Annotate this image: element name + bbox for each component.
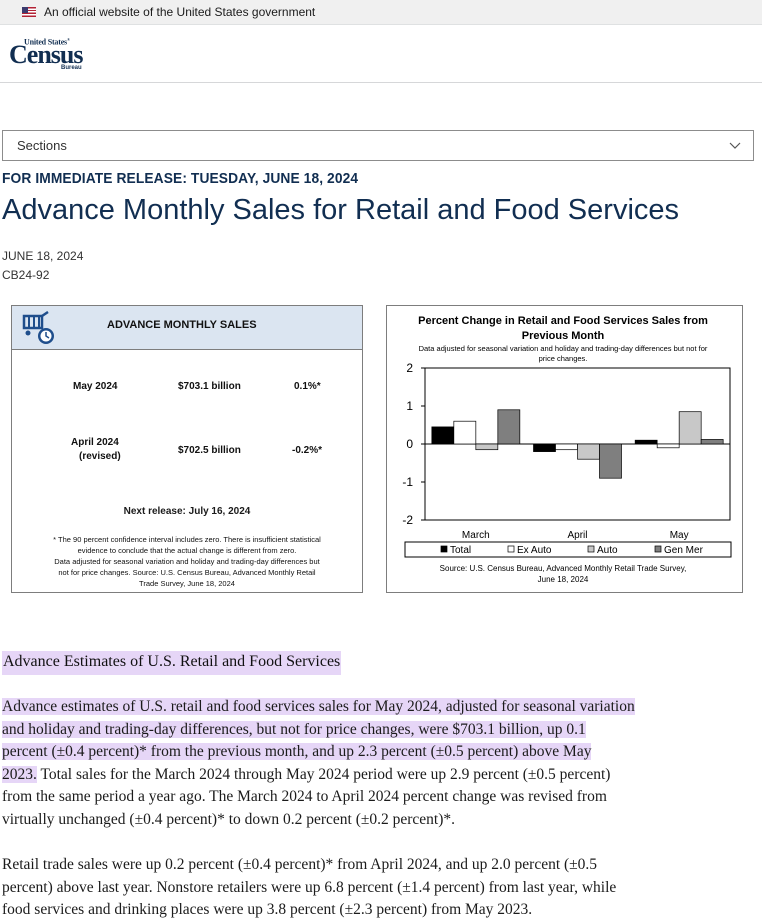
bar-total xyxy=(431,426,455,445)
para1-line: virtually unchanged (±0.4 percent)* to d… xyxy=(2,810,456,828)
logo-top-text: United States xyxy=(24,37,67,47)
bar-auto xyxy=(577,443,600,460)
y-tick-label: 1 xyxy=(406,399,413,413)
gov-banner-text: An official website of the United States… xyxy=(44,5,316,19)
para1-line: from the same period a year ago. The Mar… xyxy=(2,788,607,805)
header: United States® Census Bureau xyxy=(0,25,762,83)
chart-source: Source: U.S. Census Bureau, Advanced Mon… xyxy=(440,564,687,573)
bar-gen-mer xyxy=(700,439,724,445)
row2-change: -0.2%* xyxy=(292,445,323,456)
chart-source: June 18, 2024 xyxy=(538,575,589,584)
section-heading: Advance Estimates of U.S. Retail and Foo… xyxy=(2,651,342,675)
legend-label: Total xyxy=(450,545,471,556)
release-number: CB24-92 xyxy=(2,268,50,282)
row2-amount: $702.5 billion xyxy=(178,445,241,456)
sales-table-note: * The 90 percent confidence interval inc… xyxy=(20,534,354,589)
shopping-cart-clock-icon xyxy=(22,311,54,344)
bar-ex-auto xyxy=(656,443,680,449)
row1-period: May 2024 xyxy=(73,381,118,392)
note-line: * The 90 percent confidence interval inc… xyxy=(53,535,321,544)
census-logo[interactable]: United States® Census Bureau xyxy=(9,37,89,73)
x-tick-label: May xyxy=(670,530,689,541)
sections-label: Sections xyxy=(17,138,67,153)
para1-line: and holiday and trading-day differences,… xyxy=(2,720,586,738)
legend-swatch xyxy=(507,545,515,553)
next-release: Next release: July 16, 2024 xyxy=(123,506,251,517)
y-tick-label: -2 xyxy=(402,513,413,527)
bar-ex-auto xyxy=(453,420,477,445)
x-tick-label: April xyxy=(567,530,587,541)
legend-swatch xyxy=(654,545,662,553)
bar-gen-mer xyxy=(497,409,521,445)
row1-change: 0.1%* xyxy=(294,381,321,392)
para1-line: 2023. xyxy=(2,765,37,783)
chart-title: Percent Change in Retail and Food Servic… xyxy=(418,315,708,327)
para1-line: percent (±0.4 percent)* from the previou… xyxy=(2,743,592,760)
bar-total xyxy=(533,443,556,452)
percent-change-chart: Percent Change in Retail and Food Servic… xyxy=(386,305,743,593)
x-tick-label: March xyxy=(462,530,490,541)
paragraph-2: Retail trade sales were up 0.2 percent (… xyxy=(2,854,757,922)
bar-auto xyxy=(475,443,499,451)
legend-label: Ex Auto xyxy=(517,545,552,556)
sections-dropdown[interactable]: Sections xyxy=(2,130,754,161)
row2-period-note: (revised) xyxy=(79,451,121,462)
paragraph-1: Advance estimates of U.S. retail and foo… xyxy=(2,696,757,831)
row1-amount: $703.1 billion xyxy=(178,381,241,392)
bar-total xyxy=(634,439,658,445)
logo-bottom-text: Bureau xyxy=(61,65,82,71)
row2-period: April 2024 xyxy=(71,437,119,448)
release-line: FOR IMMEDIATE RELEASE: TUESDAY, JUNE 18,… xyxy=(2,170,359,187)
sales-table-title: ADVANCE MONTHLY SALES xyxy=(107,319,257,331)
chart-subtitle: Data adjusted for seasonal variation and… xyxy=(419,344,708,353)
logo-main-text: Census xyxy=(9,40,83,69)
legend-box xyxy=(404,541,732,558)
us-flag-icon xyxy=(22,7,36,17)
chevron-down-icon xyxy=(729,142,741,149)
sales-table-header: ADVANCE MONTHLY SALES xyxy=(12,306,362,350)
y-tick-label: 2 xyxy=(406,361,413,375)
legend-swatch xyxy=(587,545,595,553)
legend-label: Auto xyxy=(597,545,618,556)
para2-line: percent) above last year. Nonstore retai… xyxy=(2,878,617,896)
y-tick-label: 0 xyxy=(406,437,413,451)
para1-line: Total sales for the March 2024 through M… xyxy=(36,765,611,783)
advance-sales-table: ADVANCE MONTHLY SALES May 2024 $703.1 bi… xyxy=(11,305,363,593)
chart-svg: Percent Change in Retail and Food Servic… xyxy=(402,315,732,584)
para1-line: Advance estimates of U.S. retail and foo… xyxy=(2,698,635,715)
legend-label: Gen Mer xyxy=(664,545,704,556)
logo-registered: ® xyxy=(66,37,70,42)
bar-gen-mer xyxy=(599,443,622,479)
note-line: Data adjusted for seasonal variation and… xyxy=(54,557,320,566)
para2-line: food services and drinking places were u… xyxy=(2,901,533,918)
bar-ex-auto xyxy=(555,443,578,451)
note-line: not for price changes. Source: U.S. Cens… xyxy=(58,568,316,577)
page-title: Advance Monthly Sales for Retail and Foo… xyxy=(2,194,680,226)
legend-swatch xyxy=(440,545,448,553)
chart-title: Previous Month xyxy=(522,330,605,342)
bar-auto xyxy=(678,411,702,445)
para2-line: Retail trade sales were up 0.2 percent (… xyxy=(2,856,598,873)
y-tick-label: -1 xyxy=(402,475,413,489)
release-date: JUNE 18, 2024 xyxy=(2,249,84,263)
note-line: evidence to conclude that the actual cha… xyxy=(77,546,297,555)
gov-banner: An official website of the United States… xyxy=(0,0,762,25)
chart-subtitle: price changes. xyxy=(539,354,588,363)
note-line: Trade Survey, June 18, 2024 xyxy=(139,579,235,588)
